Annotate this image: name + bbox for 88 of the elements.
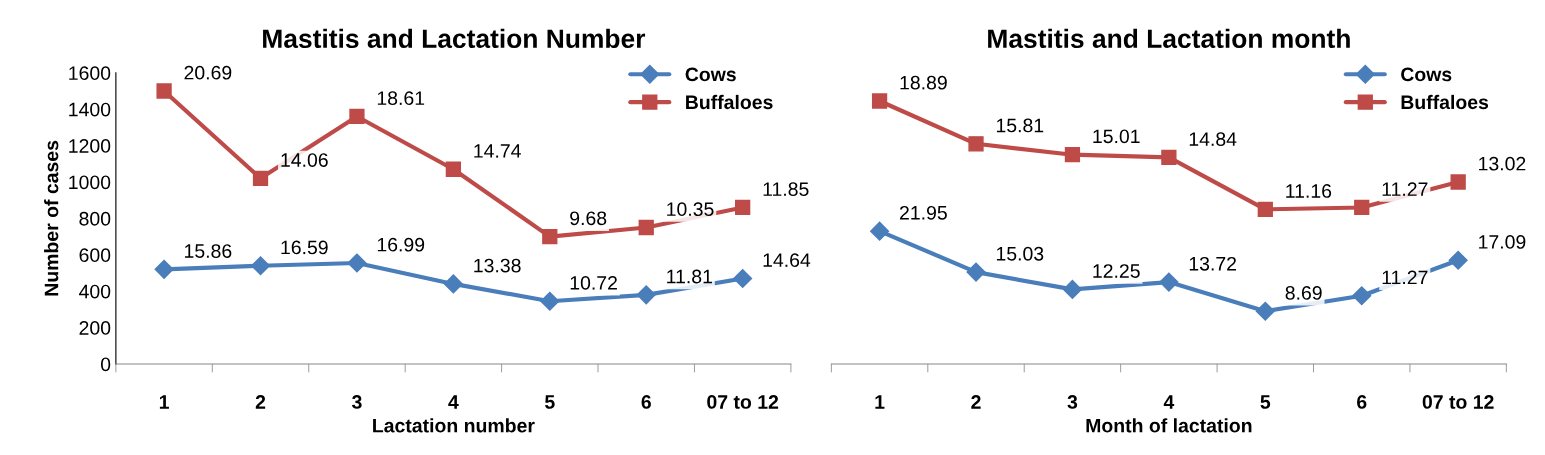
- annotation: 11.81: [667, 269, 712, 284]
- annotation: 15.86: [185, 244, 232, 258]
- annotation: 13.38: [474, 258, 521, 273]
- y-tick-label: 1400: [69, 102, 111, 117]
- annotation: 15.01: [1093, 129, 1140, 144]
- point: [735, 199, 751, 216]
- x-tick-label: 07 to 12: [707, 395, 779, 409]
- x-tick-label: 2: [971, 395, 981, 409]
- point: [542, 228, 558, 245]
- annotation: 20.69: [184, 65, 232, 80]
- x-tick-label: 5: [1260, 395, 1271, 409]
- annotation: 21.95: [900, 205, 947, 220]
- x-axis-title: Lactation number: [373, 418, 535, 433]
- x-tick-label: 3: [1067, 395, 1078, 409]
- x-tick-label: 5: [545, 395, 555, 409]
- x-axis-title: Month of lactation: [1086, 418, 1252, 433]
- point: [443, 274, 463, 294]
- x-tick-label: 3: [351, 395, 362, 409]
- annotation: 14.06: [281, 153, 328, 167]
- point: [349, 108, 365, 125]
- annotation: 14.84: [1189, 132, 1237, 146]
- legend-label: Cows: [1401, 67, 1452, 82]
- annotation: 16.59: [281, 240, 328, 255]
- annotation: 14.74: [474, 144, 521, 158]
- point: [445, 161, 462, 177]
- point: [154, 259, 174, 279]
- y-tick-label: 1000: [69, 175, 111, 190]
- x-tick-label: 6: [1357, 395, 1367, 409]
- annotation: 11.27: [1382, 182, 1428, 196]
- legend-label: Buffaloes: [686, 94, 773, 110]
- annotation: 14.64: [763, 253, 811, 268]
- point: [250, 256, 271, 276]
- y-tick-label: 600: [79, 248, 111, 263]
- y-tick-label: 0: [100, 357, 111, 372]
- y-axis-title: Number of cases: [44, 140, 59, 296]
- point: [1352, 286, 1372, 306]
- point: [733, 268, 753, 288]
- legend-label: Cows: [685, 67, 736, 82]
- legend-label: Buffaloes: [1401, 94, 1489, 110]
- point: [252, 170, 269, 186]
- annotation: 8.69: [1285, 286, 1322, 300]
- point: [1450, 174, 1466, 190]
- point: [871, 93, 888, 109]
- annotation: 16.99: [377, 237, 425, 252]
- point: [638, 219, 654, 236]
- annotation: 11.85: [763, 182, 809, 197]
- point: [1257, 201, 1273, 217]
- annotation: 10.35: [667, 202, 714, 217]
- annotation: 18.61: [377, 91, 425, 106]
- x-tick-label: 1: [875, 395, 885, 409]
- annotation: 13.72: [1189, 256, 1236, 271]
- annotation: 12.25: [1093, 264, 1140, 278]
- annotation: 9.68: [570, 211, 607, 226]
- point: [1062, 279, 1082, 299]
- x-tick-label: 07 to 12: [1422, 395, 1494, 409]
- chart-title: Mastitis and Lactation Number: [263, 28, 646, 49]
- point: [156, 83, 172, 99]
- y-tick-label: 800: [79, 211, 111, 226]
- y-tick-label: 200: [79, 321, 111, 335]
- point: [1064, 147, 1081, 163]
- x-tick-label: 1: [159, 395, 169, 409]
- x-tick-label: 4: [448, 395, 459, 409]
- annotation: 11.27: [1382, 270, 1428, 285]
- x-tick-label: 4: [1163, 395, 1175, 409]
- point: [636, 285, 656, 305]
- annotation: 13.02: [1479, 156, 1526, 171]
- annotation: 11.16: [1286, 184, 1332, 198]
- x-tick-label: 6: [641, 395, 651, 409]
- point: [1159, 272, 1179, 292]
- y-tick-label: 1600: [69, 66, 111, 81]
- annotation: 18.89: [900, 75, 947, 90]
- y-tick-label: 1200: [69, 139, 111, 153]
- annotation: 17.09: [1479, 235, 1526, 249]
- point: [966, 262, 986, 282]
- x-tick-label: 2: [255, 395, 266, 409]
- chart-title: Mastitis and Lactation month: [988, 28, 1350, 49]
- point: [1161, 149, 1177, 166]
- point: [540, 291, 560, 311]
- annotation: 10.72: [570, 275, 617, 290]
- point: [870, 221, 890, 241]
- point: [1255, 301, 1275, 321]
- point: [1354, 199, 1370, 216]
- point: [968, 136, 984, 152]
- point: [347, 253, 367, 273]
- annotation: 15.81: [996, 118, 1044, 133]
- y-tick-label: 400: [79, 284, 111, 299]
- point: [1448, 250, 1468, 270]
- annotation: 15.03: [996, 246, 1044, 261]
